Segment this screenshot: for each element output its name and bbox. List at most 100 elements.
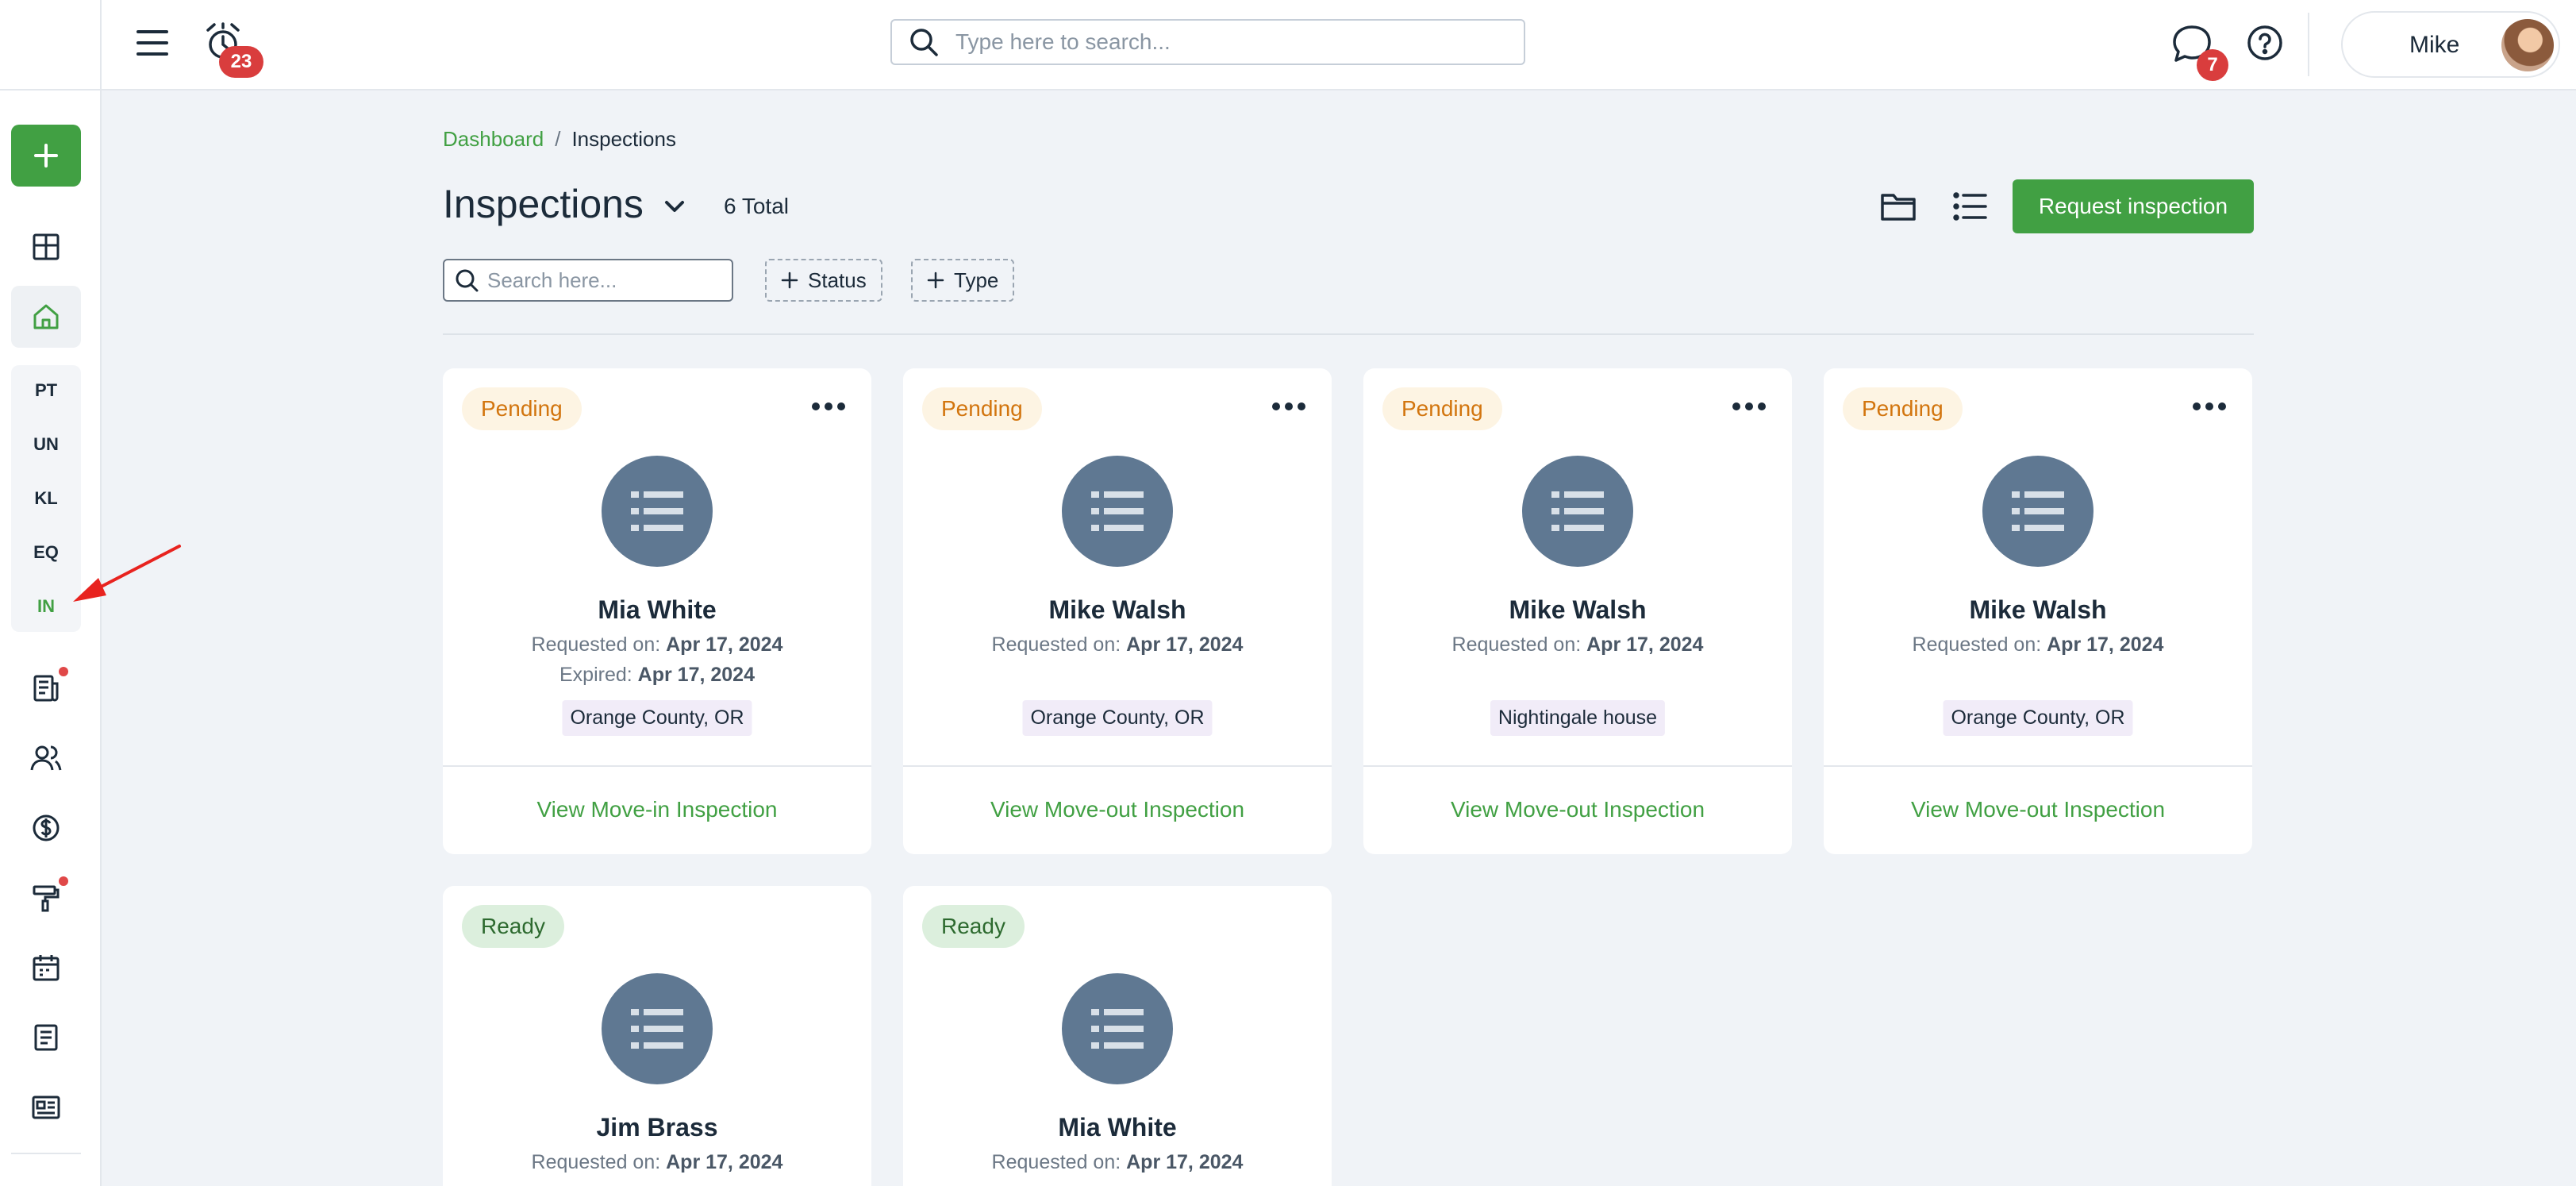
inspection-card: Pending Mia White Requested on: Apr 17, … xyxy=(443,368,871,854)
total-count: 6 Total xyxy=(724,194,789,218)
status-filter-label: Status xyxy=(808,268,867,292)
status-badge: Pending xyxy=(922,387,1042,430)
chevron-down-icon[interactable] xyxy=(659,191,690,222)
global-search-input[interactable] xyxy=(955,29,1495,55)
global-search[interactable] xyxy=(890,19,1525,65)
tenant-name: Mia White xyxy=(1058,1113,1177,1142)
view-inspection-link[interactable]: View Move-in Inspection xyxy=(536,797,778,822)
expired-date-line: Expired: Apr 17, 2024 xyxy=(443,664,871,687)
expired-date: Apr 17, 2024 xyxy=(637,664,755,686)
inspection-search[interactable] xyxy=(443,259,733,302)
status-badge: Pending xyxy=(1382,387,1502,430)
checklist-icon-circle xyxy=(1982,456,2093,567)
requested-date: Apr 17, 2024 xyxy=(1586,633,1704,656)
type-filter-label: Type xyxy=(954,268,999,292)
requested-label: Requested on: xyxy=(991,1151,1121,1173)
sidebar-item-un[interactable]: UN xyxy=(11,421,81,468)
dashboard-icon xyxy=(33,233,60,260)
tenant-name: Mike Walsh xyxy=(1509,595,1647,624)
view-inspection-link[interactable]: View Move-out Inspection xyxy=(1450,797,1705,822)
notification-dot xyxy=(59,876,68,886)
checklist-icon-circle xyxy=(1522,456,1633,567)
inspection-card: Ready Mia White Requested on: Apr 17, 20… xyxy=(903,886,1332,1186)
more-options-icon[interactable] xyxy=(1270,397,1308,416)
more-options-icon[interactable] xyxy=(809,397,848,416)
checklist-icon xyxy=(631,1009,683,1049)
requested-label: Requested on: xyxy=(531,633,661,656)
sidebar-item-reports[interactable] xyxy=(11,657,81,719)
user-menu[interactable]: Mike xyxy=(2341,11,2560,78)
card-divider xyxy=(903,765,1332,767)
page-title[interactable]: Inspections xyxy=(443,182,644,226)
breadcrumb-separator: / xyxy=(555,127,561,151)
tenant-name: Mia White xyxy=(598,595,717,624)
menu-icon[interactable] xyxy=(135,25,170,60)
annotation-arrow-icon xyxy=(73,545,181,602)
sidebar-item-home[interactable] xyxy=(11,286,81,348)
location-tag: Orange County, OR xyxy=(1022,700,1213,736)
sidebar-item-pt[interactable]: PT xyxy=(11,367,81,414)
more-options-icon[interactable] xyxy=(1730,397,1768,416)
plus-icon xyxy=(927,271,944,289)
sidebar-logo-area xyxy=(0,0,100,90)
requested-label: Requested on: xyxy=(1912,633,2042,656)
sidebar-abbr-label: UN xyxy=(33,434,59,454)
sidebar-abbr-label: EQ xyxy=(33,542,59,562)
breadcrumb: Dashboard / Inspections xyxy=(443,127,676,152)
folder-icon[interactable] xyxy=(1878,186,1919,227)
location-tag: Nightingale house xyxy=(1490,700,1666,736)
tenant-name: Jim Brass xyxy=(596,1113,718,1142)
topbar-divider xyxy=(2308,13,2309,76)
checklist-icon xyxy=(1551,491,1604,531)
sidebar-item-people[interactable] xyxy=(11,727,81,789)
sidebar-item-calendar[interactable] xyxy=(11,937,81,999)
inspection-card: Pending Mike Walsh Requested on: Apr 17,… xyxy=(903,368,1332,854)
top-bar: 23 7 Mike xyxy=(102,0,2576,90)
checklist-icon-circle xyxy=(1062,973,1173,1084)
checklist-icon xyxy=(631,491,683,531)
messages-count-badge: 7 xyxy=(2197,49,2228,81)
type-filter-button[interactable]: Type xyxy=(911,259,1015,302)
list-view-icon[interactable] xyxy=(1949,186,1990,227)
requested-date: Apr 17, 2024 xyxy=(1126,1151,1244,1173)
sidebar-item-eq[interactable]: EQ xyxy=(11,529,81,576)
status-filter-button[interactable]: Status xyxy=(765,259,882,302)
card-divider xyxy=(443,765,871,767)
sidebar-item-dashboard[interactable] xyxy=(11,216,81,278)
checklist-icon-circle xyxy=(1062,456,1173,567)
requested-date-line: Requested on: Apr 17, 2024 xyxy=(1363,633,1792,657)
chat-bubble-icon xyxy=(2173,25,2211,62)
sidebar-abbr-label: KL xyxy=(34,488,58,508)
search-icon xyxy=(456,269,479,292)
notification-dot xyxy=(59,667,68,676)
request-inspection-button[interactable]: Request inspection xyxy=(2013,179,2254,233)
sidebar-item-finance[interactable] xyxy=(11,797,81,859)
breadcrumb-dashboard-link[interactable]: Dashboard xyxy=(443,127,544,151)
sidebar-item-news[interactable] xyxy=(11,1076,81,1138)
requested-label: Requested on: xyxy=(531,1151,661,1173)
view-inspection-link[interactable]: View Move-out Inspection xyxy=(1910,797,2166,822)
more-options-icon[interactable] xyxy=(2190,397,2228,416)
sidebar-item-documents[interactable] xyxy=(11,1007,81,1069)
requested-date-line: Requested on: Apr 17, 2024 xyxy=(903,633,1332,657)
dollar-icon xyxy=(33,814,60,841)
add-button[interactable] xyxy=(11,125,81,187)
checklist-icon xyxy=(1091,1009,1144,1049)
alarm-count-badge: 23 xyxy=(219,46,263,78)
status-badge: Ready xyxy=(462,905,564,948)
reports-icon xyxy=(33,675,59,702)
sidebar-item-maintenance[interactable] xyxy=(11,867,81,929)
checklist-icon xyxy=(1091,491,1144,531)
status-badge: Ready xyxy=(922,905,1025,948)
search-icon xyxy=(910,29,938,56)
sidebar-item-kl[interactable]: KL xyxy=(11,475,81,522)
calendar-icon xyxy=(33,955,60,981)
help-icon[interactable] xyxy=(2246,24,2284,62)
checklist-icon-circle xyxy=(602,456,713,567)
requested-date-line: Requested on: Apr 17, 2024 xyxy=(903,1151,1332,1174)
inspection-search-input[interactable] xyxy=(487,268,725,293)
sidebar-item-in[interactable]: IN xyxy=(11,583,81,630)
tenant-name: Mike Walsh xyxy=(1048,595,1186,624)
view-inspection-link[interactable]: View Move-out Inspection xyxy=(990,797,1245,822)
breadcrumb-current: Inspections xyxy=(571,127,676,151)
